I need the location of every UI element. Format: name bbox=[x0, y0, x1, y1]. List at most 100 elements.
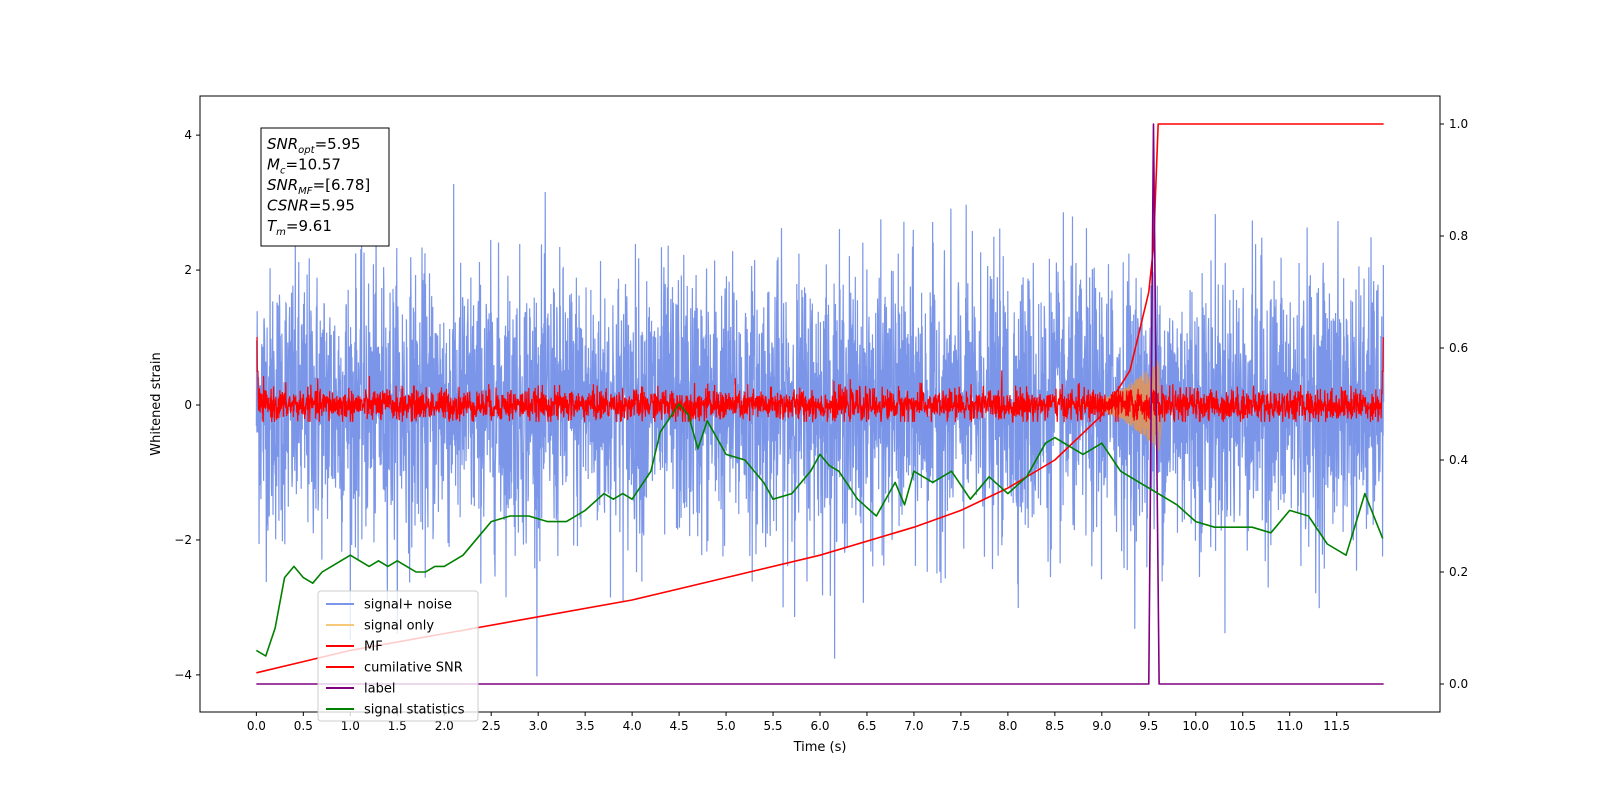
x-tick-label: 10.5 bbox=[1229, 719, 1256, 733]
point-signal-statistics bbox=[895, 482, 896, 483]
point-signal-statistics bbox=[462, 555, 463, 556]
point-signal-statistics bbox=[1308, 515, 1309, 516]
y-right-tick-label: 0.6 bbox=[1449, 341, 1468, 355]
legend-label: label bbox=[364, 682, 395, 697]
legend-label: signal only bbox=[364, 619, 434, 634]
x-tick-label: 5.5 bbox=[763, 719, 782, 733]
point-cumilative-snr bbox=[725, 577, 726, 578]
y-axis-label: Whitened strain bbox=[149, 352, 164, 455]
point-signal-statistics bbox=[632, 499, 633, 500]
point-signal-statistics bbox=[744, 459, 745, 460]
point-signal-statistics bbox=[707, 420, 708, 421]
series-line-label bbox=[256, 123, 1384, 685]
point-signal-statistics bbox=[622, 493, 623, 494]
point-signal-statistics bbox=[697, 448, 698, 449]
point-signal-statistics bbox=[763, 482, 764, 483]
y-axis-left: −4 −2 0 2 4 bbox=[174, 128, 200, 682]
x-tick-label: 7.5 bbox=[951, 719, 970, 733]
point-signal-statistics bbox=[1120, 471, 1121, 472]
point-signal-statistics bbox=[1082, 454, 1083, 455]
x-tick-label: 7.0 bbox=[904, 719, 923, 733]
point-signal-statistics bbox=[1176, 504, 1177, 505]
point-signal-statistics bbox=[1233, 527, 1234, 528]
point-cumilative-snr bbox=[819, 555, 820, 556]
point-signal-statistics bbox=[1101, 443, 1102, 444]
point-cumilative-snr bbox=[303, 661, 304, 662]
y-right-tick-label: 0.4 bbox=[1449, 453, 1468, 467]
x-tick-label: 2.0 bbox=[435, 719, 454, 733]
point-signal-statistics bbox=[481, 532, 482, 533]
point-signal-statistics bbox=[415, 571, 416, 572]
point-signal-statistics bbox=[1139, 482, 1140, 483]
point-cumilative-snr bbox=[1007, 487, 1008, 488]
point-cumilative-snr bbox=[1054, 459, 1055, 460]
legend-label: signal+ noise bbox=[364, 598, 452, 613]
point-signal-statistics bbox=[725, 454, 726, 455]
point-signal-statistics bbox=[650, 471, 651, 472]
series-label bbox=[256, 123, 1384, 685]
point-signal-statistics bbox=[1327, 543, 1328, 544]
y-right-tick-label: 0.2 bbox=[1449, 565, 1468, 579]
point-signal-statistics bbox=[509, 515, 510, 516]
point-signal-statistics bbox=[491, 521, 492, 522]
point-cumilative-snr bbox=[913, 527, 914, 528]
x-tick-label: 5.0 bbox=[717, 719, 736, 733]
point-signal-statistics bbox=[876, 515, 877, 516]
point-signal-statistics bbox=[434, 566, 435, 567]
point-signal-statistics bbox=[791, 493, 792, 494]
point-signal-statistics bbox=[988, 476, 989, 477]
point-signal-statistics bbox=[1270, 532, 1271, 533]
point-signal-statistics bbox=[819, 454, 820, 455]
y-right-tick-label: 0.8 bbox=[1449, 229, 1468, 243]
point-signal-statistics bbox=[350, 555, 351, 556]
legend-label: MF bbox=[364, 640, 383, 655]
point-signal-statistics bbox=[528, 515, 529, 516]
point-signal-statistics bbox=[397, 560, 398, 561]
point-signal-statistics bbox=[613, 499, 614, 500]
point-signal-statistics bbox=[772, 499, 773, 500]
point-label bbox=[1148, 683, 1149, 684]
point-cumilative-snr bbox=[1101, 415, 1102, 416]
y-left-tick-label: −4 bbox=[174, 668, 192, 682]
x-tick-label: 6.5 bbox=[857, 719, 876, 733]
x-tick-label: 11.0 bbox=[1276, 719, 1303, 733]
point-signal-statistics bbox=[857, 499, 858, 500]
x-tick-label: 1.5 bbox=[388, 719, 407, 733]
point-signal-statistics bbox=[1345, 555, 1346, 556]
point-cumilative-snr bbox=[538, 616, 539, 617]
point-signal-statistics bbox=[1195, 521, 1196, 522]
point-signal-statistics bbox=[322, 571, 323, 572]
point-signal-statistics bbox=[256, 650, 257, 651]
annotation-line: CSNR=5.95 bbox=[267, 197, 355, 215]
annotation-line: Tm=9.61 bbox=[267, 217, 332, 238]
x-axis: 0.0 0.5 1.0 1.5 2.0 2.5 3.0 3.5 4.0 4.5 5.0 5.5 6.0 6… bbox=[247, 712, 1350, 733]
x-tick-label: 10.0 bbox=[1182, 719, 1209, 733]
point-cumilative-snr bbox=[256, 672, 257, 673]
legend-frame bbox=[317, 590, 479, 722]
point-signal-statistics bbox=[838, 471, 839, 472]
point-signal-statistics bbox=[810, 471, 811, 472]
legend-label: signal statistics bbox=[364, 703, 465, 718]
y-axis-right: 0.0 0.2 0.4 0.6 0.8 1.0 bbox=[1440, 117, 1468, 691]
point-signal-statistics bbox=[951, 471, 952, 472]
point-signal-statistics bbox=[1026, 476, 1027, 477]
y-left-tick-label: −2 bbox=[174, 533, 192, 547]
annotation-line: SNRopt=5.95 bbox=[267, 135, 361, 156]
annotation-box: SNRopt=5.95Mc=10.57SNRMF=[6.78]CSNR=5.95… bbox=[260, 127, 390, 247]
point-signal-statistics bbox=[913, 471, 914, 472]
point-signal-statistics bbox=[904, 504, 905, 505]
point-signal-statistics bbox=[547, 521, 548, 522]
point-signal-statistics bbox=[275, 627, 276, 628]
point-signal-statistics bbox=[368, 566, 369, 567]
point-signal-statistics bbox=[265, 655, 266, 656]
point-signal-statistics bbox=[1289, 510, 1290, 511]
x-tick-label: 0.0 bbox=[247, 719, 266, 733]
point-signal-statistics bbox=[1364, 493, 1365, 494]
x-tick-label: 8.0 bbox=[998, 719, 1017, 733]
point-cumilative-snr bbox=[1129, 370, 1130, 371]
point-signal-statistics bbox=[312, 583, 313, 584]
point-signal-statistics bbox=[378, 560, 379, 561]
point-signal-statistics bbox=[829, 465, 830, 466]
x-tick-label: 0.5 bbox=[294, 719, 313, 733]
